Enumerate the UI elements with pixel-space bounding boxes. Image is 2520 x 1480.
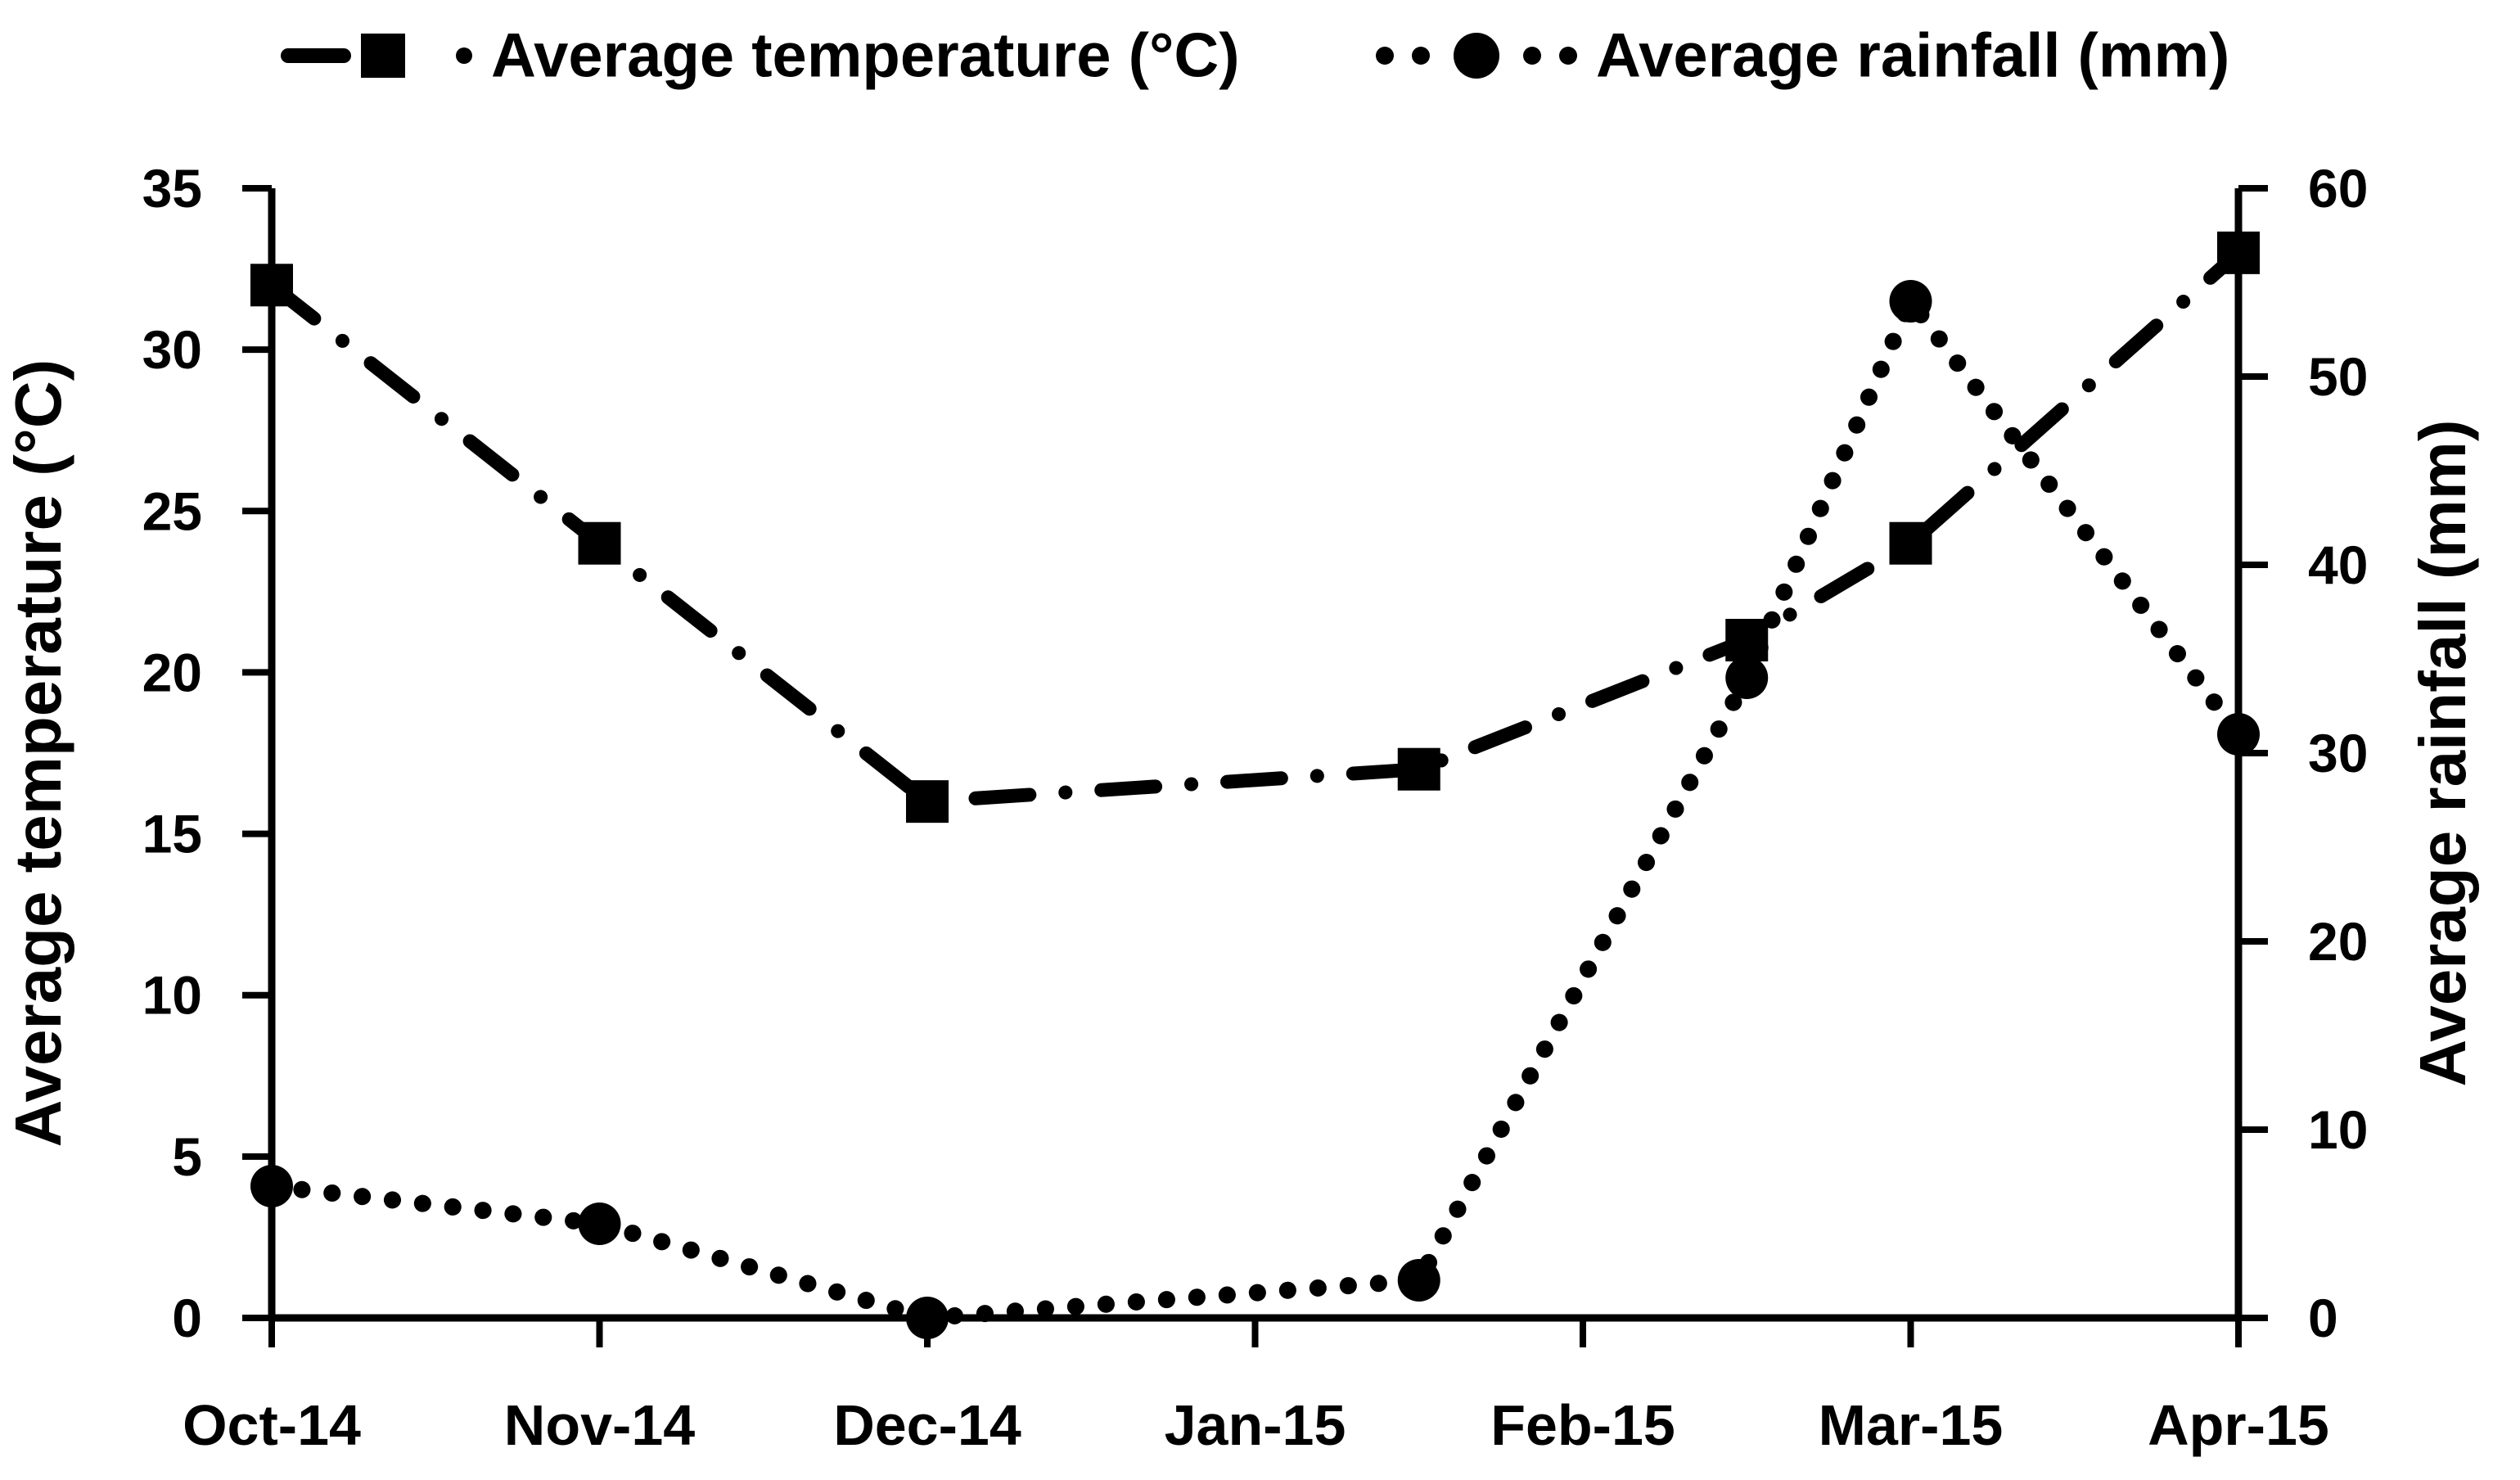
left-axis-tick-label: 30 <box>142 319 202 380</box>
temperature-data-point <box>1889 521 1932 565</box>
temperature-marker-sample <box>361 34 405 78</box>
rainfall-data-point <box>1889 280 1932 323</box>
right-axis-tick-label: 40 <box>2308 535 2368 595</box>
x-axis-tick-label: Apr-15 <box>2148 1393 2329 1457</box>
right-axis-title: Average rainfall (mm) <box>2406 419 2479 1086</box>
left-axis-tick-label: 5 <box>172 1126 202 1187</box>
right-axis-tick-label: 30 <box>2308 723 2368 783</box>
x-axis-tick-label: Feb-15 <box>1490 1393 1675 1457</box>
rainfall-dot-sample <box>1523 47 1541 65</box>
right-axis-tick-label: 0 <box>2308 1288 2338 1348</box>
rainfall-data-point <box>906 1297 949 1339</box>
plot-area: 0 5 10 15 20 25 30 35 0 10 20 30 40 50 60 Oct-14 Nov-14 D… <box>142 158 2369 1457</box>
right-axis-tick-label: 10 <box>2308 1099 2368 1160</box>
right-axis-tick-label: 50 <box>2308 346 2368 407</box>
rainfall-data-point <box>2217 713 2260 756</box>
right-axis-tick-label: 20 <box>2308 911 2368 972</box>
rainfall-dot-sample <box>1376 47 1394 65</box>
right-axis-tick-label: 60 <box>2308 158 2368 219</box>
x-axis-tick-label: Nov-14 <box>504 1393 695 1457</box>
temperature-dot-sample <box>456 47 472 64</box>
temperature-data-point <box>1397 747 1440 791</box>
temperature-data-point <box>578 521 621 565</box>
rainfall-data-point <box>250 1165 293 1207</box>
temperature-data-point <box>906 780 949 823</box>
x-axis-tick-label: Dec-14 <box>833 1393 1021 1457</box>
left-axis-tick-label: 15 <box>142 804 202 864</box>
x-axis-tick-label: Oct-14 <box>183 1393 361 1457</box>
legend-item-rainfall: Average rainfall (mm) <box>1376 21 2229 91</box>
rainfall-marker-sample <box>1454 33 1499 79</box>
rainfall-dot-sample <box>1559 47 1577 65</box>
left-axis-tick-label: 25 <box>142 481 202 541</box>
rainfall-data-point <box>578 1202 621 1245</box>
rainfall-line <box>263 292 2247 1327</box>
left-axis-tick-label: 10 <box>142 965 202 1026</box>
rainfall-data-point <box>1397 1259 1440 1302</box>
rainfall-dot-sample <box>1412 47 1430 65</box>
x-axis-tick-label: Jan-15 <box>1165 1393 1346 1457</box>
left-axis-tick-label: 0 <box>172 1288 202 1348</box>
temperature-data-point <box>250 264 293 307</box>
left-axis-tick-label: 35 <box>142 158 202 219</box>
legend-item-temperature: Average temperature (°C) <box>281 21 1240 91</box>
rainfall-data-point <box>1725 657 1769 699</box>
legend-label-temperature: Average temperature (°C) <box>491 21 1240 91</box>
left-axis-tick-label: 20 <box>142 642 202 702</box>
left-axis-title: Average temperature (°C) <box>2 359 74 1148</box>
x-axis-tick-label: Mar-15 <box>1819 1393 2004 1457</box>
temperature-data-point <box>2217 231 2260 274</box>
legend-label-rainfall: Average rainfall (mm) <box>1596 21 2229 91</box>
